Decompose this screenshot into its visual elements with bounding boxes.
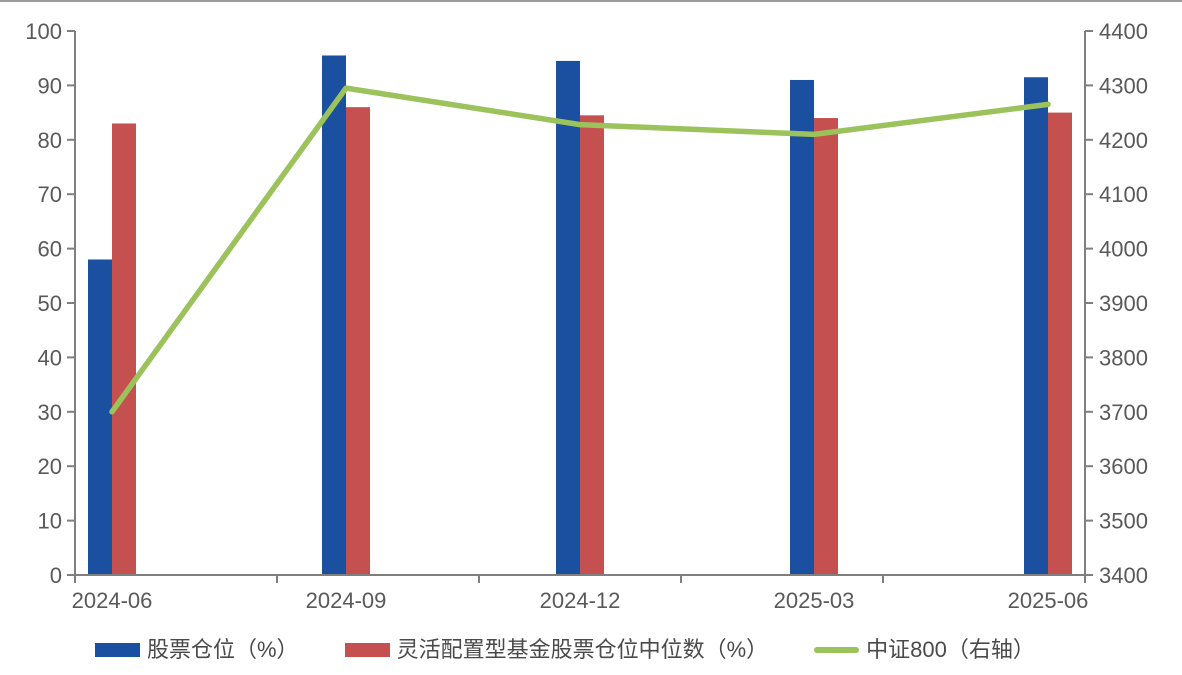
legend-item-3: 中证800（右轴） xyxy=(814,639,1035,661)
right-axis-tick-label: 4100 xyxy=(1099,182,1148,207)
legend-label: 股票仓位（%） xyxy=(147,637,299,662)
right-axis-tick-label: 3700 xyxy=(1099,400,1148,425)
left-axis-tick-label: 90 xyxy=(38,73,62,98)
x-axis-category-label: 2024-12 xyxy=(540,588,621,613)
legend: 股票仓位（%） 灵活配置型基金股票仓位中位数（%） 中证800（右轴） xyxy=(0,626,1182,674)
left-axis-tick-label: 20 xyxy=(38,454,62,479)
right-axis-tick-label: 4400 xyxy=(1099,19,1148,44)
x-axis-category-label: 2025-06 xyxy=(1008,588,1089,613)
right-axis-tick-label: 3800 xyxy=(1099,345,1148,370)
bar-series1-cat3 xyxy=(790,79,814,576)
left-axis-tick-label: 40 xyxy=(38,345,62,370)
legend-item-2: 灵活配置型基金股票仓位中位数（%） xyxy=(344,637,769,662)
bar-series2-cat1 xyxy=(346,107,370,575)
bar-series1-cat4 xyxy=(1024,77,1048,576)
right-axis-tick-label: 3900 xyxy=(1099,291,1148,316)
legend-item-1: 股票仓位（%） xyxy=(95,639,299,661)
x-axis-category-label: 2024-06 xyxy=(72,588,153,613)
left-axis-tick-label: 80 xyxy=(38,128,62,153)
bar-series2-cat0 xyxy=(112,123,136,575)
legend-bar-swatch xyxy=(344,643,390,657)
legend-bar-swatch xyxy=(95,643,140,657)
legend-line-swatch xyxy=(814,647,860,653)
bar-series2-cat2 xyxy=(580,115,604,575)
x-axis-category-label: 2025-03 xyxy=(774,588,855,613)
right-axis-tick-label: 3600 xyxy=(1099,454,1148,479)
left-axis-tick-label: 50 xyxy=(38,291,62,316)
bar-series2-cat4 xyxy=(1048,112,1072,575)
bar-series1-cat2 xyxy=(556,60,580,576)
right-axis-tick-label: 3500 xyxy=(1099,509,1148,534)
combo-chart: 0 10 20 30 40 50 60 70 80 90 100 3400 3500 3600 3700 38… xyxy=(25,19,1148,613)
bar-series2-cat3 xyxy=(814,118,838,575)
legend-label: 中证800（右轴） xyxy=(866,637,1035,662)
line-series xyxy=(109,85,1051,415)
right-axis-tick-label: 3400 xyxy=(1099,563,1148,588)
left-axis-tick-label: 60 xyxy=(38,237,62,262)
right-axis-tick-label: 4200 xyxy=(1099,128,1148,153)
left-axis-tick-label: 30 xyxy=(38,400,62,425)
x-axis-category-label: 2024-09 xyxy=(306,588,387,613)
right-axis-tick-label: 4000 xyxy=(1099,237,1148,262)
left-axis-tick-label: 100 xyxy=(25,19,62,44)
left-axis-tick-label: 0 xyxy=(50,563,62,588)
left-axis-tick-label: 70 xyxy=(38,182,62,207)
bar-series1-cat1 xyxy=(322,55,346,576)
left-axis-tick-label: 10 xyxy=(38,509,62,534)
right-axis-tick-label: 4300 xyxy=(1099,73,1148,98)
legend-label: 灵活配置型基金股票仓位中位数（%） xyxy=(396,637,769,662)
bar-series1-cat0 xyxy=(88,259,112,575)
